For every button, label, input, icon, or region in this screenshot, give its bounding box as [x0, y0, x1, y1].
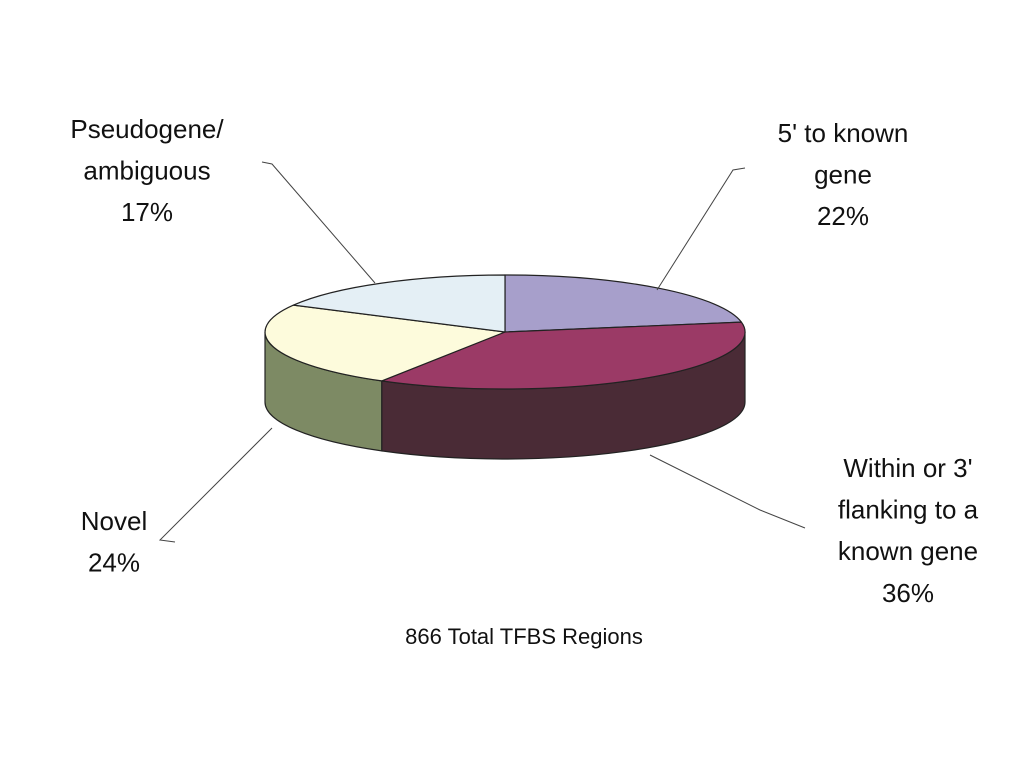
slice-percent-label: 22%: [817, 201, 869, 231]
slice-label-line: gene: [814, 160, 872, 190]
slice-percent-label: 17%: [121, 197, 173, 227]
slice-label-line: ambiguous: [83, 156, 210, 186]
chart-caption: 866 Total TFBS Regions: [405, 624, 643, 649]
pie-slice-novel: [264, 304, 506, 382]
slice-label-5-to-known: 5' to known gene 22%: [778, 118, 909, 231]
pie-slice-within-or-3: [381, 321, 746, 390]
slice-label-line: known gene: [838, 536, 978, 566]
slice-label-novel: Novel 24%: [81, 506, 147, 578]
slice-label-pseudogene: Pseudogene/ambiguous 17%: [70, 114, 224, 227]
leader-line-pseudogene: [261, 161, 376, 284]
slice-label-line: Novel: [81, 506, 147, 536]
slice-label-layer: 5' to known gene 22% Within or 3' flanking t…: [70, 114, 978, 608]
leader-line-5-to-known: [656, 167, 746, 291]
slice-label-line: flanking to a: [838, 495, 979, 525]
leader-line-layer: [158, 161, 806, 543]
leader-line-novel: [158, 427, 273, 543]
slice-label-line: Within or 3': [843, 453, 972, 483]
slice-percent-label: 36%: [882, 578, 934, 608]
leader-line-within-or-3: [649, 454, 806, 529]
pie-top-layer: [264, 274, 746, 390]
slice-percent-label: 24%: [88, 548, 140, 578]
slice-label-line: Pseudogene/: [70, 114, 224, 144]
slice-label-within-or-3: Within or 3' flanking to a known gene 36%: [838, 453, 979, 608]
slice-label-line: 5' to known: [778, 118, 909, 148]
pie-slice-pseudogene: [292, 274, 506, 333]
pie-slice-5-to-known: [504, 274, 742, 333]
